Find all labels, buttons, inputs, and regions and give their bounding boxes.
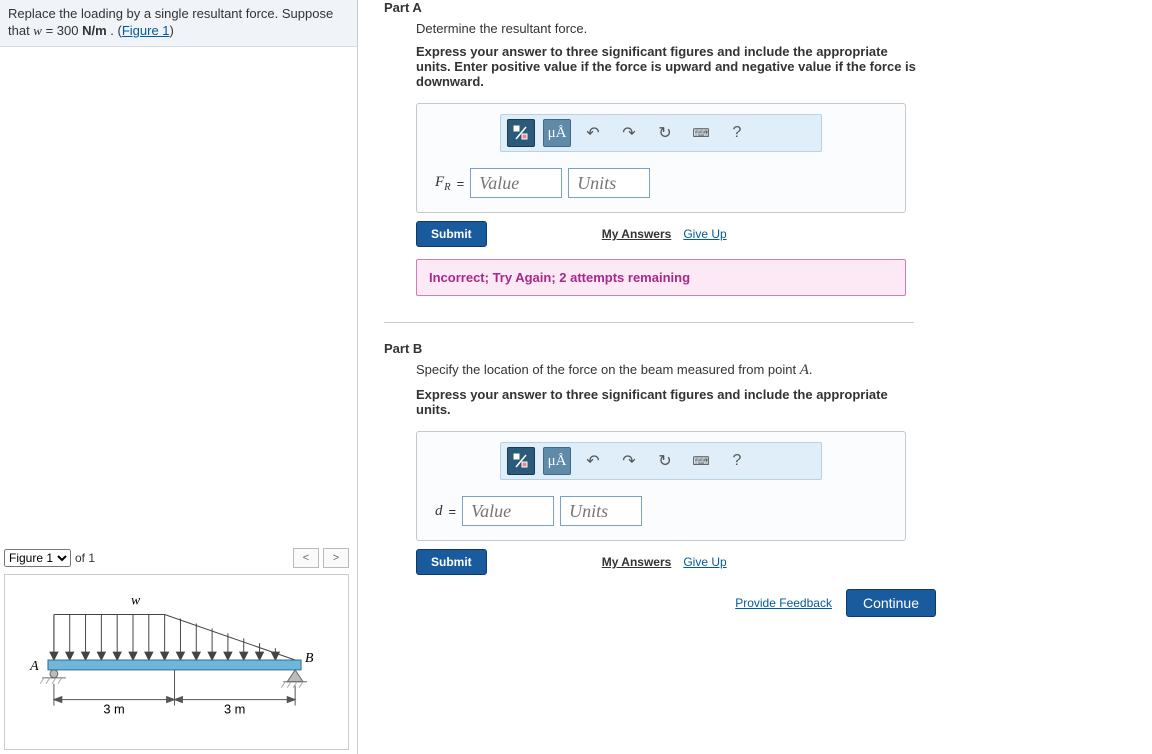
part-a-value-input[interactable] bbox=[470, 168, 562, 198]
part-b-instructions: Express your answer to three significant… bbox=[416, 387, 916, 417]
reset-icon[interactable]: ↻ bbox=[651, 447, 679, 475]
label-a: A bbox=[29, 658, 39, 673]
help-icon[interactable]: ? bbox=[723, 119, 751, 147]
redo-icon[interactable]: ↷ bbox=[615, 447, 643, 475]
part-a-submit-button[interactable]: Submit bbox=[416, 221, 487, 247]
problem-units: N/m bbox=[82, 23, 107, 38]
part-b-value-input[interactable] bbox=[462, 496, 554, 526]
part-a-answer-line: FR = bbox=[435, 168, 891, 198]
special-chars-icon[interactable]: μÅ bbox=[543, 447, 571, 475]
part-a-title: Part A bbox=[384, 0, 1144, 15]
figure-link[interactable]: Figure 1 bbox=[122, 23, 170, 38]
part-b-submit-button[interactable]: Submit bbox=[416, 549, 487, 575]
label-b: B bbox=[305, 650, 314, 665]
redo-icon[interactable]: ↷ bbox=[615, 119, 643, 147]
fraction-tool-icon[interactable] bbox=[507, 447, 535, 475]
separator bbox=[384, 322, 914, 323]
part-a-give-up-link[interactable]: Give Up bbox=[683, 227, 726, 241]
problem-equals: = 300 bbox=[42, 23, 82, 38]
figure-select[interactable]: Figure 1 bbox=[4, 549, 71, 567]
dist-2: 3 m bbox=[224, 701, 245, 716]
figure-nav: Figure 1 of 1 < > bbox=[4, 548, 349, 568]
special-chars-icon[interactable]: μÅ bbox=[543, 119, 571, 147]
part-a-feedback: Incorrect; Try Again; 2 attempts remaini… bbox=[416, 259, 906, 296]
right-panel: Part A Determine the resultant force. Ex… bbox=[384, 0, 1144, 635]
part-a-submit-row: Submit My Answers Give Up bbox=[416, 221, 906, 247]
help-icon[interactable]: ? bbox=[723, 447, 751, 475]
footer-row: Provide Feedback Continue bbox=[416, 589, 936, 617]
part-b-prompt-point: A bbox=[800, 362, 809, 378]
undo-icon[interactable]: ↶ bbox=[579, 447, 607, 475]
fraction-tool-icon[interactable] bbox=[507, 119, 535, 147]
part-b-equals: = bbox=[449, 504, 457, 519]
part-b-submit-row: Submit My Answers Give Up bbox=[416, 549, 906, 575]
keyboard-icon[interactable]: ⌨ bbox=[687, 447, 715, 475]
undo-icon[interactable]: ↶ bbox=[579, 119, 607, 147]
part-b-prompt: Specify the location of the force on the… bbox=[416, 362, 1144, 379]
keyboard-icon[interactable]: ⌨ bbox=[687, 119, 715, 147]
beam-diagram: w A B 3 m 3 m bbox=[5, 575, 348, 749]
part-b-prompt-post: . bbox=[809, 362, 813, 377]
part-b-answer-line: d = bbox=[435, 496, 891, 526]
part-a-answer-panel: μÅ ↶ ↷ ↻ ⌨ ? FR = bbox=[416, 103, 906, 213]
problem-statement: Replace the loading by a single resultan… bbox=[0, 0, 357, 47]
part-b-var-label: d bbox=[435, 503, 443, 520]
label-w: w bbox=[131, 593, 141, 608]
part-a-units-input[interactable] bbox=[568, 168, 650, 198]
reset-icon[interactable]: ↻ bbox=[651, 119, 679, 147]
part-a: Part A Determine the resultant force. Ex… bbox=[384, 0, 1144, 296]
part-a-instructions: Express your answer to three significant… bbox=[416, 44, 916, 89]
problem-text-post: . ( bbox=[107, 23, 122, 38]
part-a-equals: = bbox=[457, 176, 465, 191]
part-b-answer-panel: μÅ ↶ ↷ ↻ ⌨ ? d = bbox=[416, 431, 906, 541]
figure-box: w A B 3 m 3 m bbox=[4, 574, 349, 750]
part-a-toolbar: μÅ ↶ ↷ ↻ ⌨ ? bbox=[500, 114, 822, 152]
part-b-toolbar: μÅ ↶ ↷ ↻ ⌨ ? bbox=[500, 442, 822, 480]
figure-of-label: of 1 bbox=[75, 551, 95, 565]
provide-feedback-link[interactable]: Provide Feedback bbox=[735, 596, 832, 610]
dist-1: 3 m bbox=[103, 701, 124, 716]
left-panel: Replace the loading by a single resultan… bbox=[0, 0, 358, 754]
part-b: Part B Specify the location of the force… bbox=[384, 341, 1144, 617]
part-b-title: Part B bbox=[384, 341, 1144, 356]
part-b-units-input[interactable] bbox=[560, 496, 642, 526]
part-a-var-label: FR bbox=[435, 174, 451, 193]
part-b-prompt-pre: Specify the location of the force on the… bbox=[416, 362, 800, 377]
problem-text-close: ) bbox=[170, 23, 174, 38]
figure-prev-button[interactable]: < bbox=[293, 548, 319, 568]
figure-next-button[interactable]: > bbox=[323, 548, 349, 568]
part-b-give-up-link[interactable]: Give Up bbox=[683, 555, 726, 569]
part-a-prompt: Determine the resultant force. bbox=[416, 21, 1144, 36]
problem-var: w bbox=[33, 23, 42, 38]
part-b-my-answers-link[interactable]: My Answers bbox=[602, 555, 672, 569]
continue-button[interactable]: Continue bbox=[846, 589, 936, 617]
part-a-my-answers-link[interactable]: My Answers bbox=[602, 227, 672, 241]
